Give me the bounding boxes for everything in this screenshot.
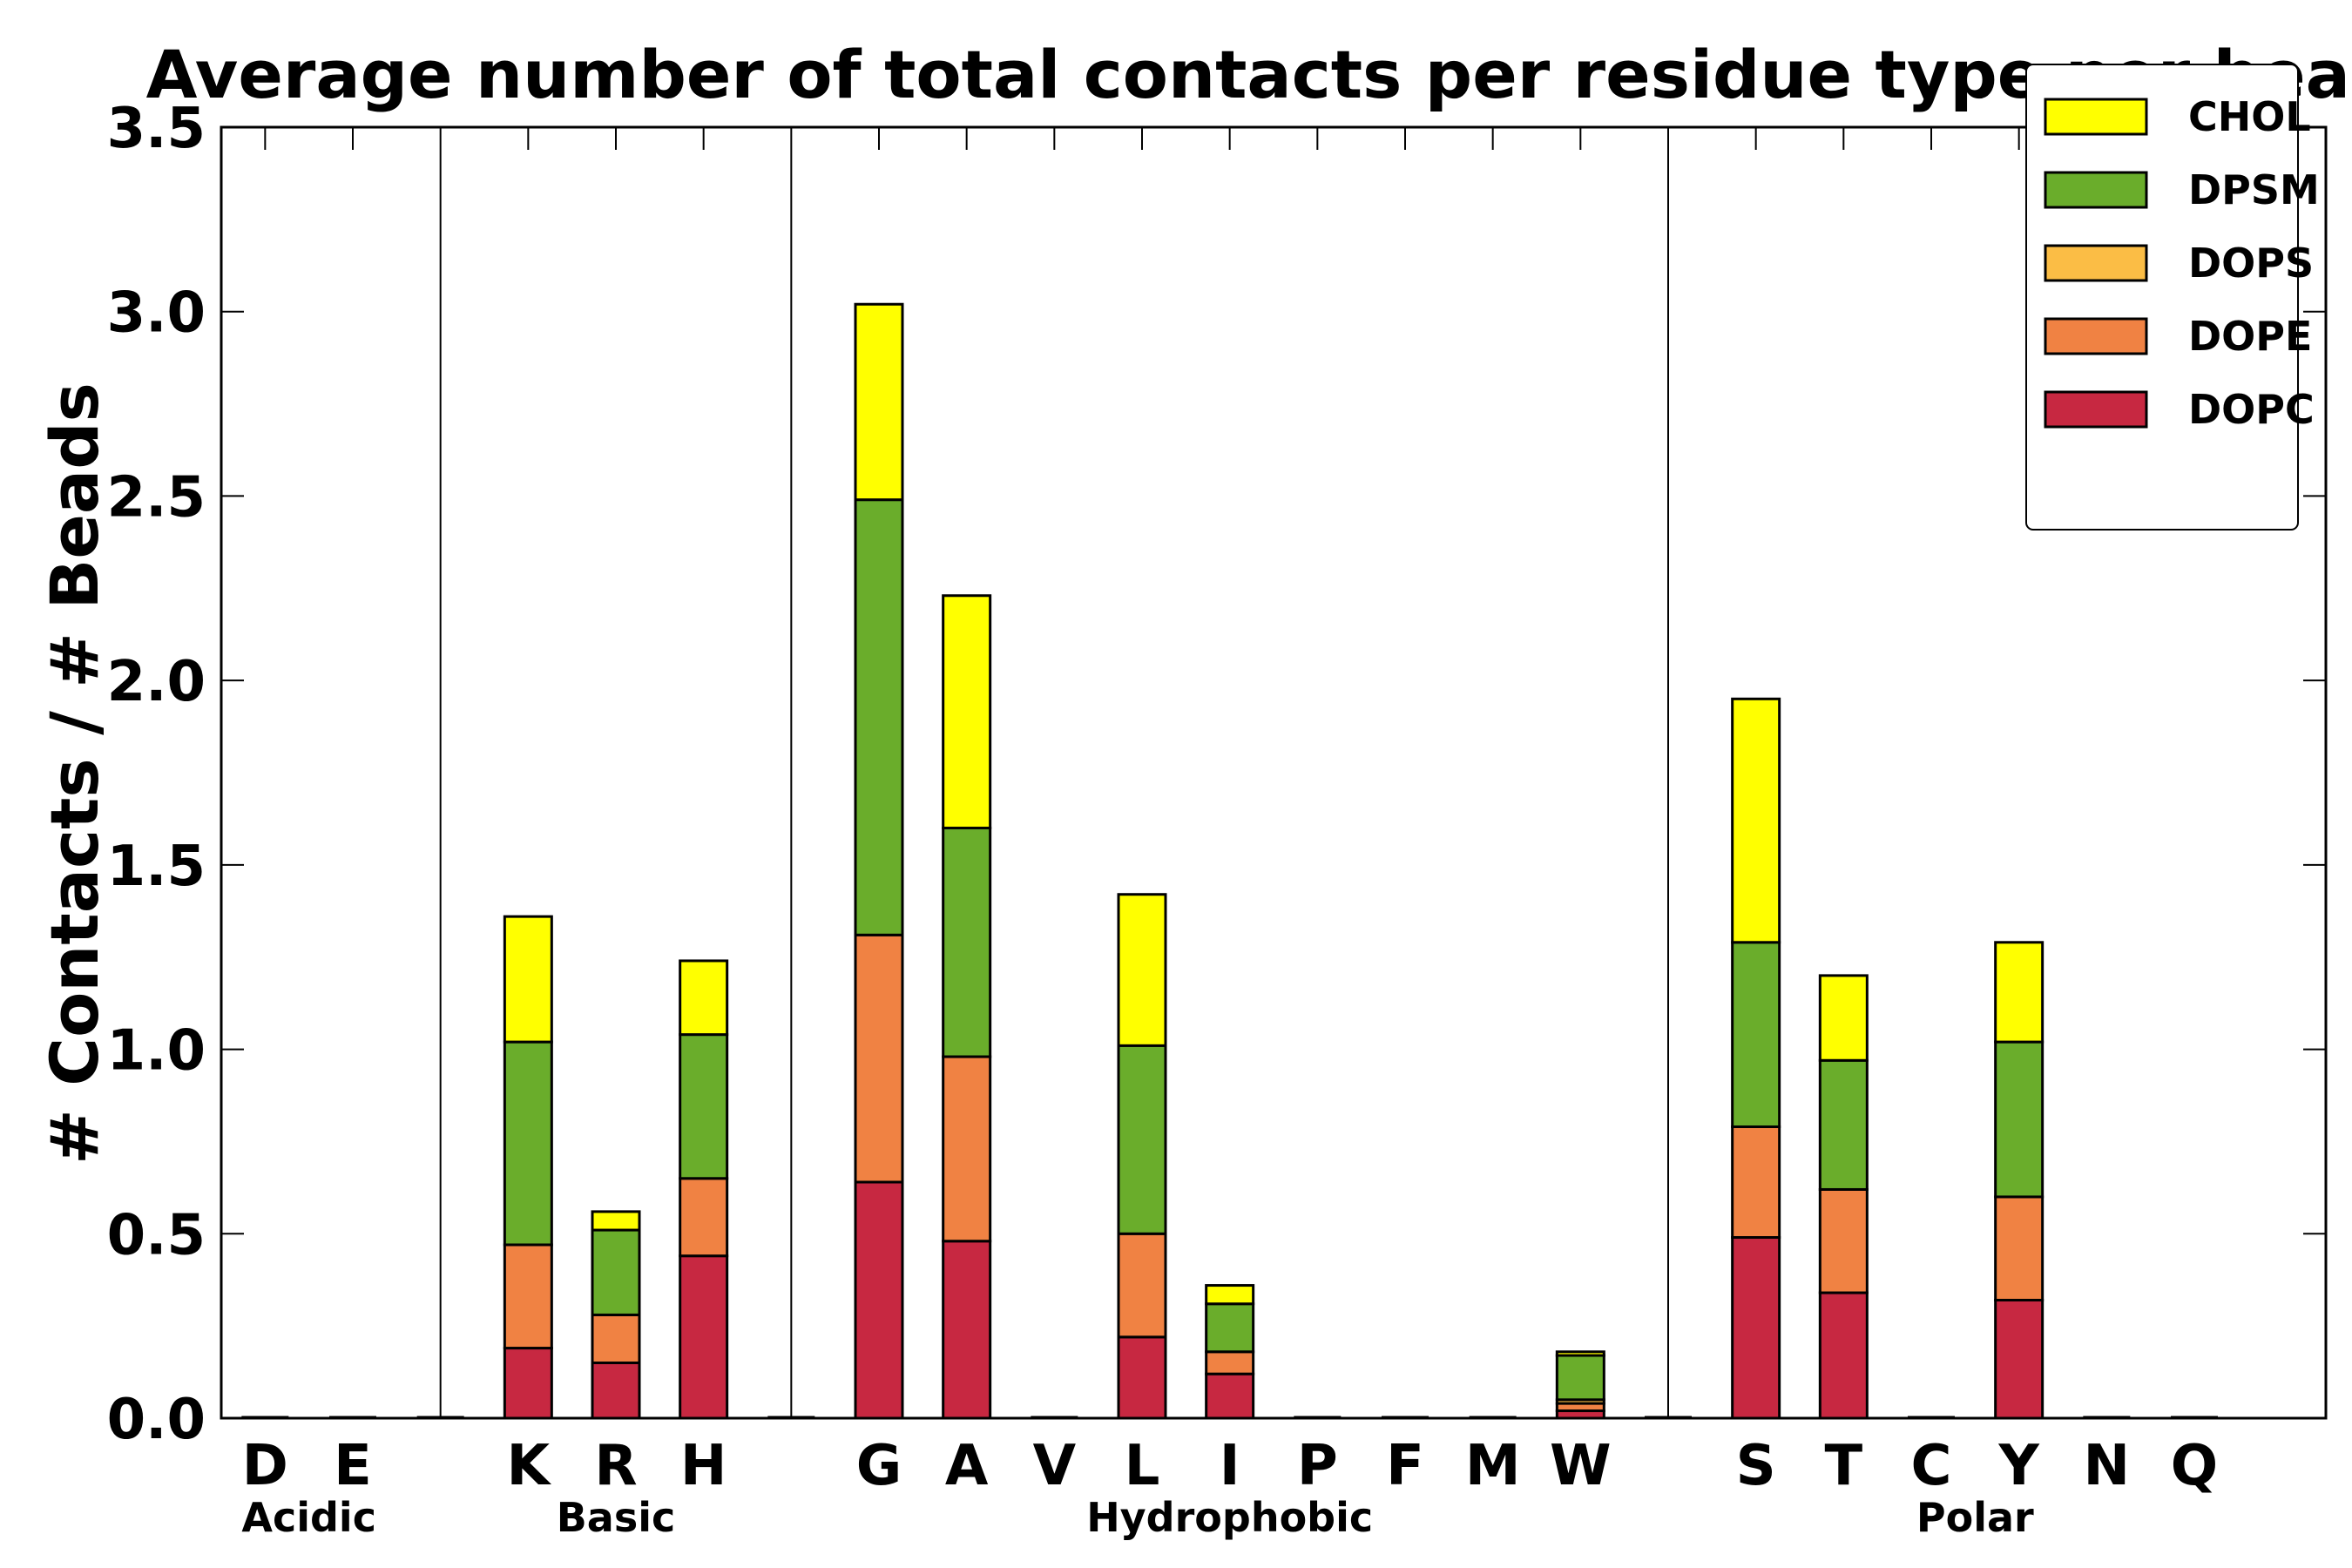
legend-swatch-dopc [2044,390,2148,429]
bar-T-dope [1818,1187,1869,1294]
bar-R-dpsm [591,1228,641,1316]
bar-K-chol [503,915,553,1044]
bar-H-dpsm [679,1033,729,1180]
x-tick-label-Q: Q [2171,1434,2218,1498]
x-tick-label-L: L [1125,1434,1160,1498]
y-tick-label-3: 1.5 [107,835,206,899]
bar-Y-dope [1994,1195,2044,1302]
chart-title: Average number of total contacts per res… [146,36,2352,113]
bar-Y-chol [1994,941,2044,1044]
x-tick-label-R: R [594,1434,637,1498]
x-tick-label-C: C [1911,1434,1952,1498]
bar-H-dope [679,1177,729,1258]
bars-layer [241,302,2218,1420]
bar-G-chol [854,302,904,502]
bar-A-chol [942,594,992,830]
bar-G-dpsm [854,498,904,936]
bar-W-dpsm [1555,1354,1605,1402]
bar-A-dpsm [942,827,992,1058]
bar-T-chol [1818,974,1869,1062]
legend-label-dops: DOPS [2188,240,2314,287]
bar-S-dpsm [1731,941,1781,1128]
bar-G-dopc [854,1180,904,1420]
y-tick-label-2: 1.0 [107,1019,206,1084]
bar-R-dope [591,1313,641,1364]
legend-swatch-dops [2044,244,2148,282]
bar-L-dpsm [1117,1044,1167,1235]
x-tick-label-S: S [1736,1434,1776,1498]
bar-L-chol [1117,893,1167,1047]
x-tick-label-Y: Y [1997,1434,2039,1498]
group-label-acidic: Acidic [241,1494,376,1541]
y-tick-label-5: 2.5 [107,465,206,530]
y-tick-label-0: 0.0 [107,1388,206,1452]
x-tick-label-G: G [856,1434,902,1498]
x-tick-label-M: M [1465,1434,1521,1498]
x-tick-label-W: W [1550,1434,1612,1498]
legend-label-dpsm: DPSM [2188,166,2320,213]
bar-I-dopc [1205,1372,1255,1420]
legend-swatch-dpsm [2044,171,2148,209]
x-tick-label-K: K [507,1434,552,1498]
bar-R-chol [591,1210,641,1232]
plot-frame [220,125,2328,1420]
bar-I-dope [1205,1350,1255,1375]
group-label-basic: Basic [557,1494,676,1541]
group-label-hydrophobic: Hydrophobic [1086,1494,1373,1541]
legend-label-chol: CHOL [2188,93,2311,140]
bar-I-dpsm [1205,1302,1255,1354]
bar-S-dope [1731,1125,1781,1240]
y-tick-label-1: 0.5 [107,1203,206,1267]
bar-H-chol [679,959,729,1037]
bar-I-chol [1205,1284,1255,1306]
group-label-polar: Polar [1916,1494,2034,1541]
bar-A-dope [942,1055,992,1243]
bar-L-dopc [1117,1335,1167,1420]
legend-label-dopc: DOPC [2188,386,2315,433]
x-tick-label-T: T [1825,1434,1863,1498]
bar-L-dope [1117,1232,1167,1339]
y-tick-label-4: 2.0 [107,650,206,714]
bar-K-dopc [503,1347,553,1420]
y-tick-label-7: 3.5 [107,97,206,161]
x-tick-label-F: F [1386,1434,1424,1498]
legend-swatch-dope [2044,317,2148,355]
bar-K-dpsm [503,1040,553,1247]
bar-G-dope [854,933,904,1184]
x-tick-label-N: N [2084,1434,2131,1498]
axis-labels: D E K R H G A V L I P F M W S T C Y N Q Acidic Basic Hydrophob… [107,97,2219,1541]
bar-H-dopc [679,1254,729,1420]
bar-T-dopc [1818,1291,1869,1420]
bar-Y-dopc [1994,1299,2044,1420]
x-tick-label-I: I [1220,1434,1240,1498]
x-tick-label-H: H [680,1434,727,1498]
x-tick-label-A: A [945,1434,989,1498]
bar-R-dopc [591,1361,641,1420]
bar-T-dpsm [1818,1058,1869,1191]
x-tick-label-E: E [334,1434,372,1498]
group-separators [439,127,1669,1418]
bar-A-dopc [942,1240,992,1420]
legend: CHOL DPSM DOPS DOPE DOPC [2025,64,2320,531]
y-axis-label: # Contacts / # Beads [36,382,113,1165]
legend-label-dope: DOPE [2188,313,2312,360]
y-tick-label-6: 3.0 [107,281,206,346]
x-tick-label-D: D [242,1434,288,1498]
x-tick-label-P: P [1297,1434,1338,1498]
bar-W-chol [1555,1350,1605,1357]
x-tick-label-V: V [1033,1434,1077,1498]
bar-K-dope [503,1243,553,1350]
bar-S-dopc [1731,1236,1781,1420]
axis-ticks [221,126,2326,1419]
bar-Y-dpsm [1994,1040,2044,1199]
bar-S-chol [1731,697,1781,944]
legend-swatch-chol [2044,98,2148,136]
